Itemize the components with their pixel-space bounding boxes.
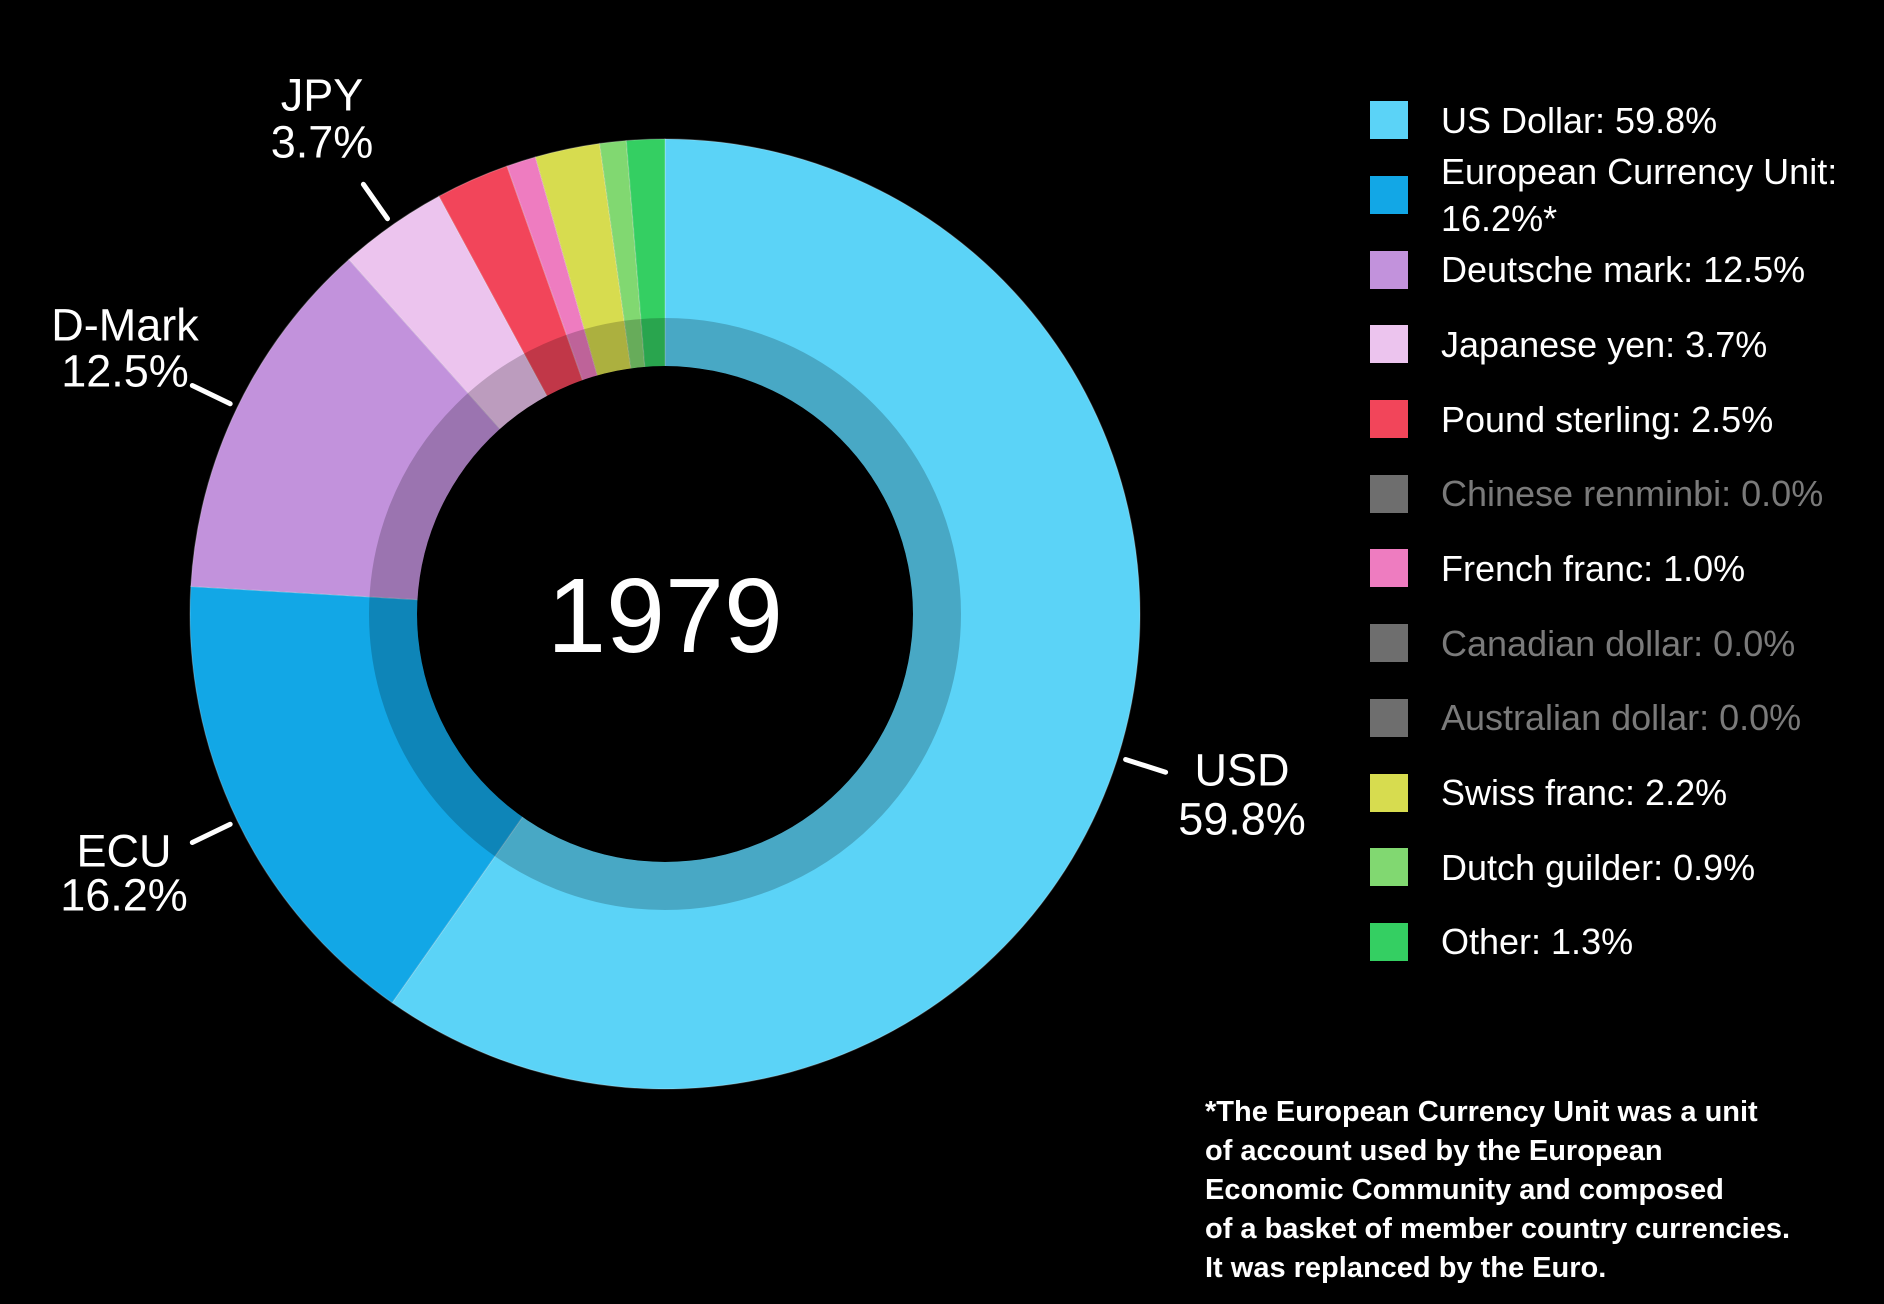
legend-swatch-deutsche-mark: [1370, 250, 1408, 289]
legend-label-pound-sterling: Pound sterling: 2.5%: [1441, 398, 1774, 440]
callout-pct-jpy: 3.7%: [271, 117, 374, 168]
legend-item-french-franc: French franc: 1.0%: [1370, 531, 1873, 606]
legend-item-european-currency-unit: European Currency Unit: 16.2%*: [1370, 151, 1873, 239]
donut-inner-band: [369, 318, 961, 910]
legend-label-dutch-guilder: Dutch guilder: 0.9%: [1441, 846, 1756, 888]
callout-label-ecu: ECU: [76, 826, 171, 877]
legend-label-deutsche-mark: Deutsche mark: 12.5%: [1441, 249, 1806, 291]
legend-item-deutsche-mark: Deutsche mark: 12.5%: [1370, 232, 1873, 307]
legend-swatch-swiss-franc: [1370, 773, 1408, 812]
legend-item-chinese-renminbi: Chinese renminbi: 0.0%: [1370, 456, 1873, 531]
footnote-line: *The European Currency Unit was a unit: [1205, 1096, 1758, 1128]
legend-item-other: Other: 1.3%: [1370, 905, 1873, 980]
legend-swatch-australian-dollar: [1370, 698, 1408, 737]
legend: US Dollar: 59.8% European Currency Unit: …: [1370, 83, 1873, 979]
footnote-line: It was replanced by the Euro.: [1205, 1252, 1607, 1284]
legend-swatch-us-dollar: [1370, 101, 1408, 140]
callout-line-ecu: [189, 821, 233, 845]
legend-label-swiss-franc: Swiss franc: 2.2%: [1441, 772, 1728, 814]
callout-label-usd: USD: [1194, 745, 1289, 796]
legend-item-pound-sterling: Pound sterling: 2.5%: [1370, 382, 1873, 457]
footnote-line: Economic Community and composed: [1205, 1174, 1724, 1206]
donut-hole: [417, 366, 913, 862]
callout-label-d-mark: D-Mark: [51, 300, 199, 351]
legend-label-australian-dollar: Australian dollar: 0.0%: [1441, 697, 1802, 739]
callout-line-d-mark: [189, 383, 233, 407]
legend-swatch-canadian-dollar: [1370, 624, 1408, 663]
legend-item-swiss-franc: Swiss franc: 2.2%: [1370, 755, 1873, 830]
legend-label-us-dollar: US Dollar: 59.8%: [1441, 99, 1718, 141]
legend-swatch-dutch-guilder: [1370, 848, 1408, 887]
legend-item-canadian-dollar: Canadian dollar: 0.0%: [1370, 606, 1873, 681]
footnote-line: of a basket of member country currencies…: [1205, 1213, 1791, 1245]
legend-item-us-dollar: US Dollar: 59.8%: [1370, 83, 1873, 158]
legend-item-australian-dollar: Australian dollar: 0.0%: [1370, 681, 1873, 756]
callout-pct-d-mark: 12.5%: [61, 346, 189, 397]
center-year-label: 1979: [547, 557, 783, 675]
legend-label-other: Other: 1.3%: [1441, 921, 1634, 963]
legend-swatch-pound-sterling: [1370, 400, 1408, 439]
callout-pct-usd: 59.8%: [1178, 794, 1306, 845]
legend-swatch-french-franc: [1370, 549, 1408, 588]
legend-label-european-currency-unit: European Currency Unit: 16.2%*: [1441, 151, 1838, 240]
callout-label-jpy: JPY: [281, 70, 364, 121]
legend-item-japanese-yen: Japanese yen: 3.7%: [1370, 307, 1873, 382]
legend-label-japanese-yen: Japanese yen: 3.7%: [1441, 323, 1768, 365]
legend-swatch-japanese-yen: [1370, 325, 1408, 364]
callout-line-usd: [1123, 757, 1169, 775]
legend-swatch-chinese-renminbi: [1370, 474, 1408, 513]
callout-line-jpy: [360, 181, 390, 222]
legend-swatch-other: [1370, 922, 1408, 961]
callout-pct-ecu: 16.2%: [60, 870, 188, 921]
legend-label-french-franc: French franc: 1.0%: [1441, 547, 1746, 589]
legend-item-dutch-guilder: Dutch guilder: 0.9%: [1370, 830, 1873, 905]
legend-label-chinese-renminbi: Chinese renminbi: 0.0%: [1441, 473, 1824, 515]
footnote: *The European Currency Unit was a unit o…: [1205, 1093, 1790, 1288]
footnote-line: of account used by the European: [1205, 1135, 1663, 1167]
legend-label-canadian-dollar: Canadian dollar: 0.0%: [1441, 622, 1796, 664]
legend-swatch-european-currency-unit: [1370, 176, 1408, 215]
